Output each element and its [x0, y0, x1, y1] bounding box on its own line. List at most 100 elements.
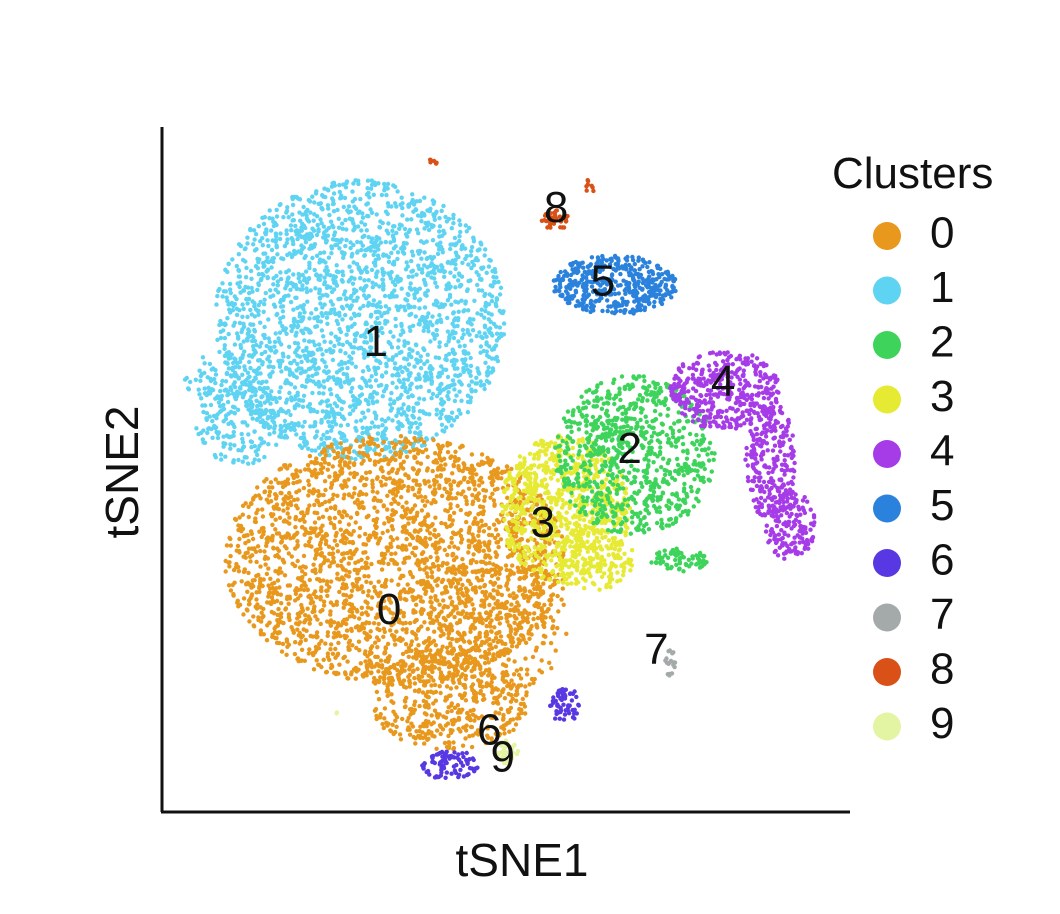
cluster-0-point [284, 546, 289, 551]
cluster-0-point [370, 478, 375, 483]
cluster-1-point [366, 214, 371, 219]
cluster-1-point [274, 207, 279, 213]
cluster-1-point [319, 221, 324, 226]
cluster-0-point [328, 600, 334, 605]
cluster-1-point [362, 293, 367, 298]
cluster-1-point [482, 323, 488, 328]
cluster-0-point [361, 542, 366, 547]
cluster-0-point [313, 589, 318, 594]
cluster-1-point [302, 419, 307, 425]
cluster-1-point [338, 423, 344, 428]
cluster-1-point [414, 357, 419, 362]
cluster-0-point [392, 637, 397, 642]
cluster-1-point [215, 293, 220, 299]
cluster-0-point [335, 493, 340, 498]
cluster-0-point [235, 543, 241, 549]
cluster-0-point [331, 555, 336, 560]
cluster-1-point [286, 422, 291, 428]
cluster-0-point [233, 565, 239, 570]
cluster-1-point [291, 373, 297, 379]
cluster-0-point [338, 527, 343, 532]
cluster-0-point [399, 464, 404, 469]
cluster-1-point [297, 279, 303, 285]
cluster-1-point [231, 429, 236, 435]
cluster-1-point [484, 353, 490, 358]
cluster-1-point [431, 302, 437, 307]
cluster-0-point [253, 549, 259, 554]
cluster-1-point [286, 215, 291, 220]
cluster-0-point [295, 576, 301, 581]
cluster-0-point [275, 552, 280, 558]
cluster-1-point [266, 442, 271, 447]
cluster-1-point [305, 404, 311, 409]
cluster-1-point [330, 201, 336, 207]
cluster-1-point [232, 424, 237, 430]
cluster-0-point [255, 544, 261, 549]
cluster-1-point [439, 422, 445, 427]
cluster-1-point [450, 321, 455, 326]
cluster-1-point [258, 320, 263, 325]
cluster-1-point [339, 195, 344, 200]
cluster-1-point [351, 311, 357, 316]
cluster-1-point [422, 305, 428, 310]
cluster-1-point [459, 246, 464, 252]
cluster-1-point [380, 330, 385, 336]
cluster-1-point [344, 179, 350, 184]
cluster-1-point [355, 210, 361, 216]
cluster-1-point [407, 386, 412, 392]
cluster-0-point [295, 539, 300, 544]
cluster-1-point [320, 352, 325, 357]
cluster-1-point [240, 436, 245, 442]
cluster-1-point [483, 303, 488, 309]
cluster-1-point [260, 360, 265, 365]
cluster-0-point [489, 533, 495, 538]
cluster-0-point [401, 524, 406, 530]
cluster-1-point [471, 239, 477, 244]
cluster-1-point [242, 364, 247, 369]
cluster-1-point [445, 374, 451, 380]
cluster-1-point [352, 204, 357, 209]
cluster-1-point [423, 378, 428, 383]
cluster-1-point [274, 273, 279, 279]
cluster-1-point [292, 248, 297, 254]
cluster-1-point [482, 386, 487, 392]
cluster-0-point [407, 449, 413, 454]
cluster-1-point [365, 178, 371, 183]
cluster-1-point [456, 278, 461, 283]
cluster-1-point [400, 328, 405, 333]
cluster-0-point [264, 638, 270, 643]
cluster-1-point [277, 202, 282, 208]
cluster-0-point [300, 569, 305, 574]
cluster-1-point [447, 384, 452, 389]
cluster-1-point [325, 268, 330, 273]
cluster-0-point [328, 612, 333, 617]
cluster-0-point [354, 577, 359, 582]
cluster-1-point [452, 235, 458, 241]
cluster-1-point [283, 400, 289, 405]
cluster-1-point [228, 446, 233, 451]
cluster-0-point [303, 637, 308, 643]
cluster-1-point [244, 265, 249, 271]
cluster-1-point [225, 316, 230, 321]
cluster-1-point [387, 444, 392, 450]
cluster-1-point [276, 290, 281, 295]
cluster-1-point [458, 411, 463, 416]
cluster-1-point [266, 243, 271, 249]
cluster-1-point [383, 304, 388, 309]
cluster-1-point [259, 276, 264, 282]
cluster-0-point [357, 616, 362, 621]
cluster-1-point [406, 405, 411, 410]
cluster-1-point [352, 339, 358, 344]
cluster-0-point [307, 617, 313, 622]
cluster-0-point [453, 449, 458, 454]
cluster-1-point [286, 268, 291, 273]
cluster-1-point [390, 261, 396, 267]
cluster-0-point [338, 459, 343, 464]
cluster-0-point [365, 555, 370, 561]
cluster-1-point [352, 196, 358, 202]
cluster-1-point [465, 410, 471, 415]
cluster-0-point [303, 618, 308, 623]
cluster-0-point [368, 580, 373, 585]
cluster-0-point [265, 600, 270, 605]
cluster-0-point [265, 556, 271, 561]
